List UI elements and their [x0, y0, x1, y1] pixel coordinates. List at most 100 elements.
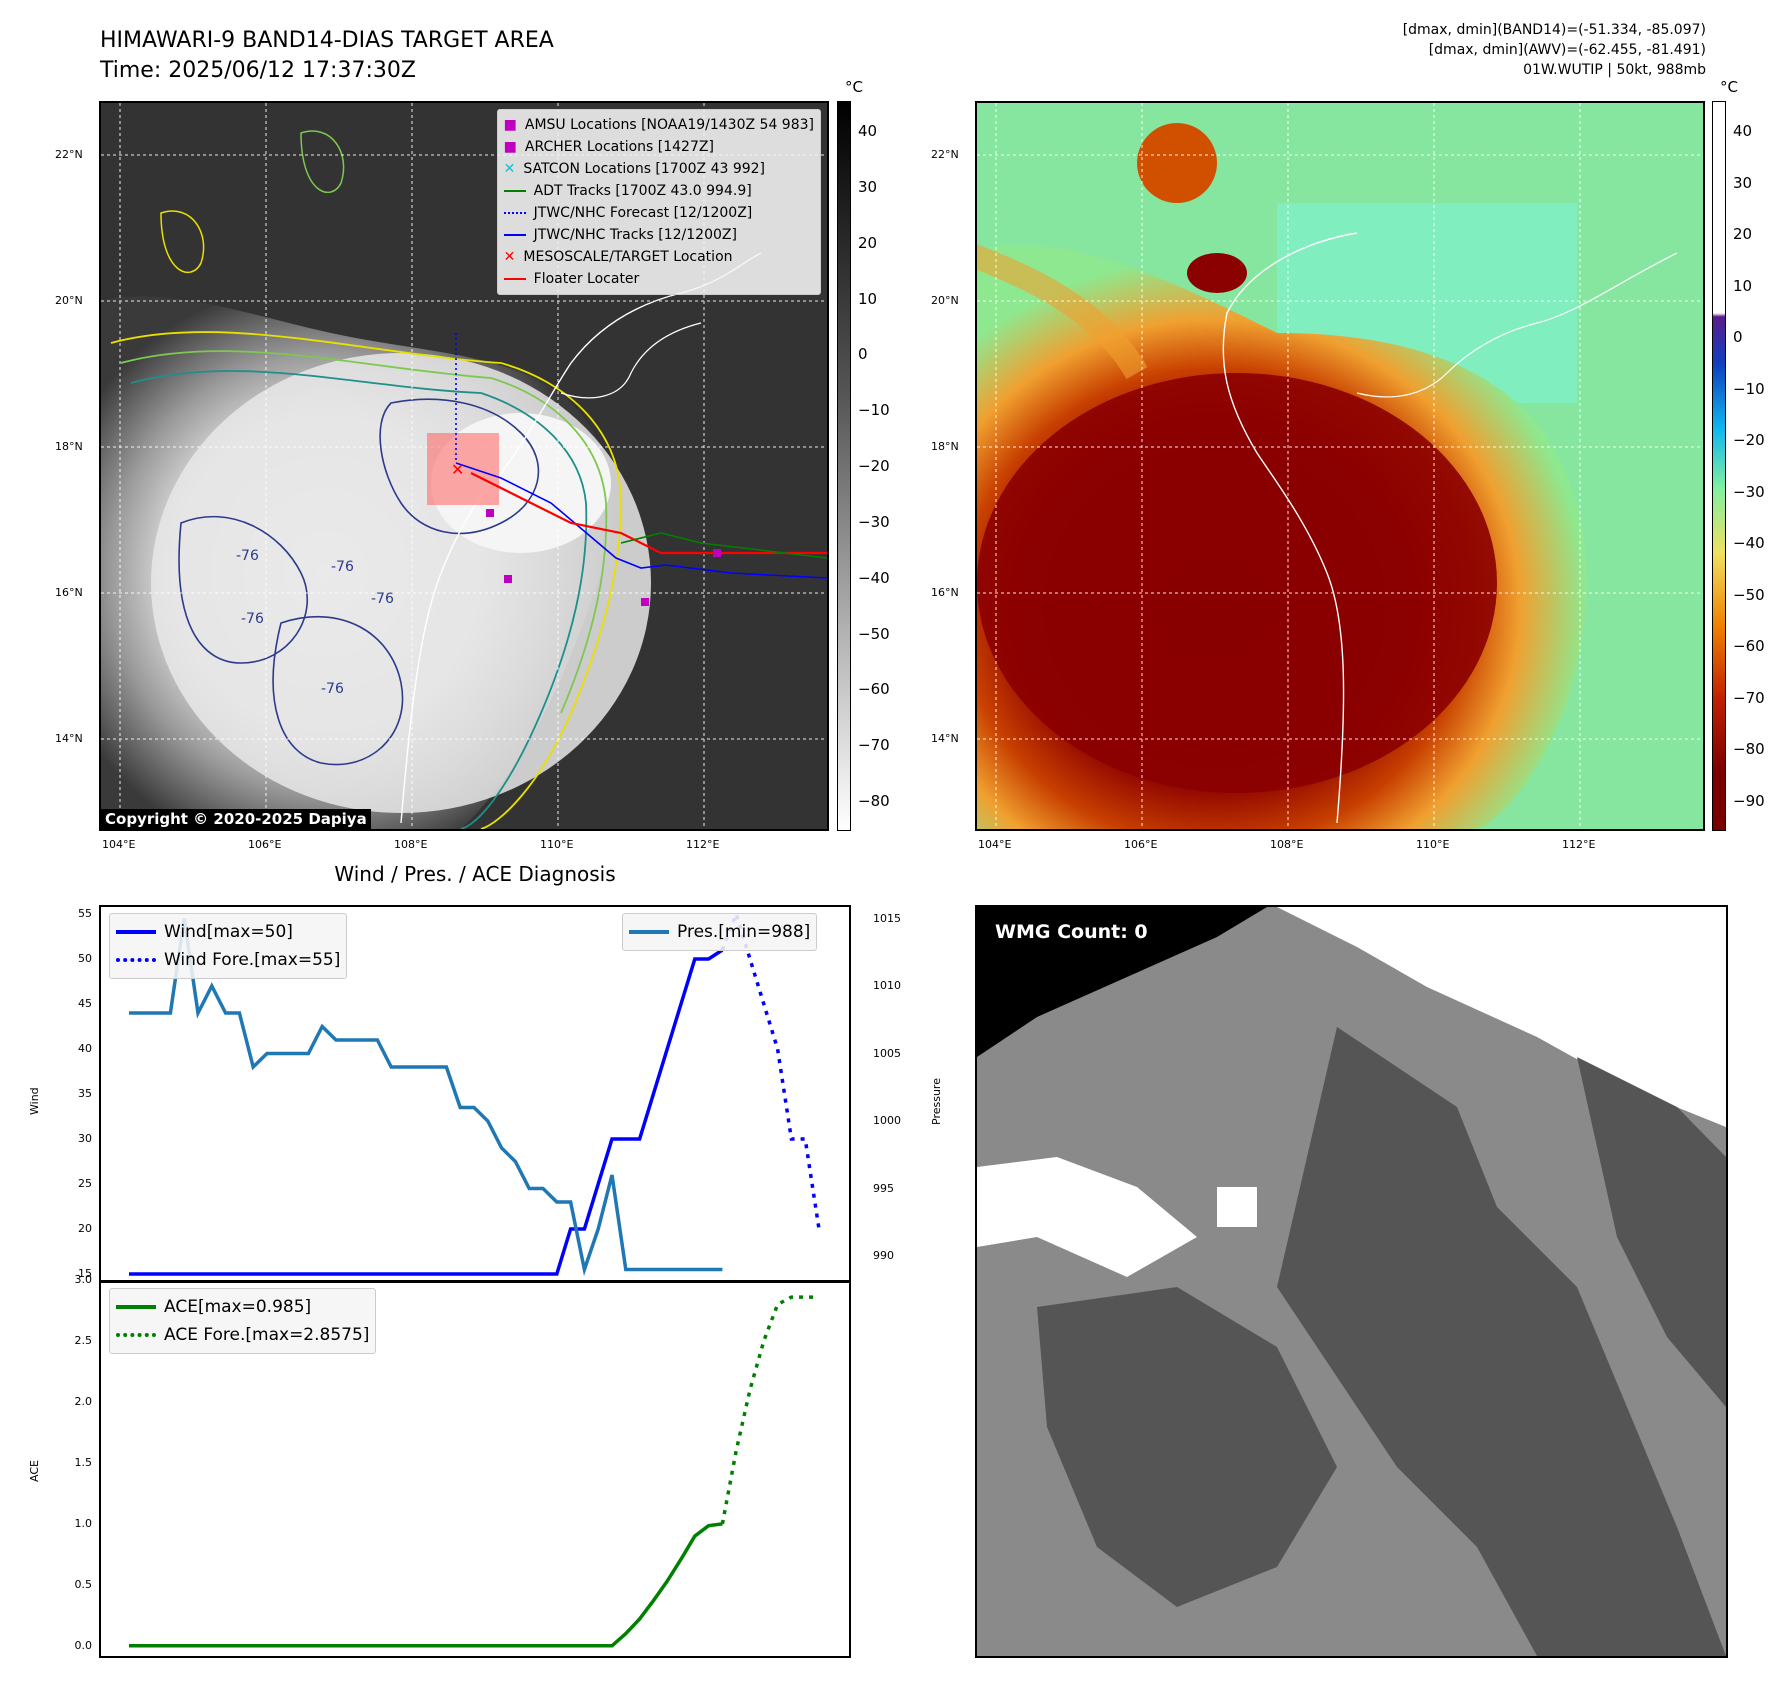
awv-lon-tick: 112°E: [1562, 838, 1596, 851]
awv-map-imagery: [977, 103, 1703, 829]
ace-y-tick: 3.0: [74, 1273, 93, 1286]
series-line: [720, 1295, 819, 1525]
ir-colorbar: [837, 101, 851, 831]
awv-colorbar-tick: 40: [1733, 122, 1753, 140]
awv-lon-tick: 110°E: [1416, 838, 1450, 851]
ir-colorbar-tick: 10: [858, 289, 878, 308]
ir-lat-tick: 20°N: [55, 294, 83, 307]
awv-colorbar-tick: 20: [1733, 225, 1753, 244]
awv-lon-tick: 104°E: [978, 838, 1012, 851]
wind-legend: Wind[max=50] Wind Fore.[max=55]: [109, 913, 348, 979]
info-line-2: [dmax, dmin](AWV)=(-62.455, -81.491): [1428, 42, 1706, 58]
ir-colorbar-tick: −40: [858, 568, 890, 587]
contour-label: -76: [236, 548, 259, 564]
wind-y-tick: 40: [78, 1042, 92, 1055]
awv-colorbar-tick: 30: [1733, 173, 1753, 192]
ace-chart: [99, 1280, 851, 1658]
awv-colorbar-tick: −60: [1733, 637, 1765, 656]
series-line: [129, 948, 724, 1276]
contour-label: -76: [331, 559, 354, 575]
ir-colorbar-tick: −60: [858, 680, 890, 699]
legend-item: Wind[max=50]: [116, 918, 340, 946]
legend-swatch: [116, 1305, 156, 1309]
ir-lat-tick: 14°N: [55, 732, 83, 745]
target-area-box: [427, 433, 499, 505]
pressure-legend: Pres.[min=988]: [622, 913, 818, 951]
awv-colorbar-tick: 10: [1733, 276, 1753, 295]
ace-y-tick: 1.5: [74, 1455, 93, 1469]
wind-y-tick: 50: [78, 952, 92, 965]
ir-lat-tick: 16°N: [55, 586, 83, 599]
ir-colorbar-tick: −80: [858, 792, 890, 810]
contour-label: -76: [371, 591, 394, 607]
title-line-2: Time: 2025/06/12 17:37:30Z: [100, 58, 416, 83]
awv-colorbar-tick: −20: [1733, 431, 1765, 450]
ir-lon-tick: 104°E: [102, 838, 136, 851]
series-line: [720, 908, 821, 1230]
ace-y-tick: 2.0: [74, 1394, 93, 1408]
ir-colorbar-tick: −50: [858, 624, 890, 643]
ir-colorbar-tick: 40: [858, 122, 878, 140]
wind-axis-title: Wind: [28, 1087, 41, 1115]
series-line: [129, 918, 723, 1277]
legend-item: Floater Locater: [503, 268, 814, 290]
ir-colorbar-tick: −70: [858, 736, 890, 755]
wmg-panel: WMG Count: 0: [975, 905, 1728, 1658]
awv-lat-tick: 20°N: [931, 294, 959, 307]
legend-item: ✕ SATCON Locations [1700Z 43 992]: [503, 161, 766, 177]
ir-lon-tick: 106°E: [248, 838, 282, 851]
awv-lon-tick: 108°E: [1270, 838, 1304, 851]
svg-text:✕: ✕: [451, 460, 464, 479]
ir-colorbar-tick: 0: [858, 345, 868, 364]
awv-colorbar-tick: 0: [1733, 328, 1743, 347]
ace-legend: ACE[max=0.985] ACE Fore.[max=2.8575]: [109, 1288, 377, 1354]
ace-y-tick: 0.0: [74, 1638, 93, 1652]
pressure-y-tick: 1015: [873, 911, 901, 925]
wmg-imagery: [977, 907, 1726, 1656]
series-line: [129, 1522, 723, 1648]
wind-y-tick: 25: [78, 1177, 92, 1190]
legend-swatch: [116, 958, 156, 962]
ace-axis-title: ACE: [28, 1460, 41, 1482]
legend-label: Wind Fore.[max=55]: [164, 950, 341, 970]
legend-item: ■ AMSU Locations [NOAA19/1430Z 54 983]: [503, 117, 814, 133]
info-line-3: 01W.WUTIP | 50kt, 988mb: [1523, 62, 1706, 78]
awv-lat-tick: 14°N: [931, 732, 959, 745]
wind-y-tick: 55: [78, 907, 92, 920]
awv-colorbar-tick: −10: [1733, 379, 1765, 398]
awv-colorbar-tick: −70: [1733, 688, 1765, 707]
awv-colorbar-tick: −40: [1733, 534, 1765, 553]
map-legend: ■ AMSU Locations [NOAA19/1430Z 54 983] ■ A…: [496, 109, 821, 295]
legend-swatch: [629, 930, 669, 934]
legend-item: ADT Tracks [1700Z 43.0 994.9]: [503, 180, 814, 202]
pressure-y-tick: 1005: [873, 1046, 901, 1060]
awv-colorbar-unit: °C: [1720, 78, 1738, 96]
legend-item: ACE[max=0.985]: [116, 1293, 369, 1321]
ir-colorbar-tick: 30: [858, 177, 878, 196]
legend-item: Pres.[min=988]: [629, 918, 810, 946]
legend-item: ■ ARCHER Locations [1427Z]: [503, 139, 714, 155]
ir-lon-tick: 108°E: [394, 838, 428, 851]
awv-lat-tick: 18°N: [931, 440, 959, 453]
contour-label: -76: [241, 611, 264, 627]
awv-colorbar-tick: −50: [1733, 585, 1765, 604]
ace-y-tick: 1.0: [74, 1516, 93, 1530]
ir-map-panel: ✕ -76 -76 -76 -76 -76 ■ AMSU Locations [N…: [99, 101, 829, 831]
legend-item: ACE Fore.[max=2.8575]: [116, 1321, 369, 1349]
ace-y-tick: 0.5: [74, 1577, 93, 1591]
legend-item: ✕ MESOSCALE/TARGET Location: [503, 249, 733, 265]
awv-colorbar-tick: −90: [1733, 792, 1765, 810]
pressure-y-tick: 995: [873, 1181, 894, 1195]
ir-lon-tick: 112°E: [686, 838, 720, 851]
awv-lat-tick: 22°N: [931, 148, 959, 161]
wind-y-tick: 45: [78, 997, 92, 1010]
ir-colorbar-tick: −10: [858, 401, 890, 420]
legend-item: Wind Fore.[max=55]: [116, 946, 340, 974]
title-line-1: HIMAWARI-9 BAND14-DIAS TARGET AREA: [100, 28, 554, 53]
legend-label: Pres.[min=988]: [677, 922, 811, 942]
legend-swatch: [116, 1333, 156, 1337]
legend-item: JTWC/NHC Forecast [12/1200Z]: [503, 202, 814, 224]
wmg-count-label: WMG Count: 0: [995, 921, 1148, 943]
pressure-axis-title: Pressure: [930, 1078, 943, 1125]
legend-item: JTWC/NHC Tracks [12/1200Z]: [503, 224, 814, 246]
